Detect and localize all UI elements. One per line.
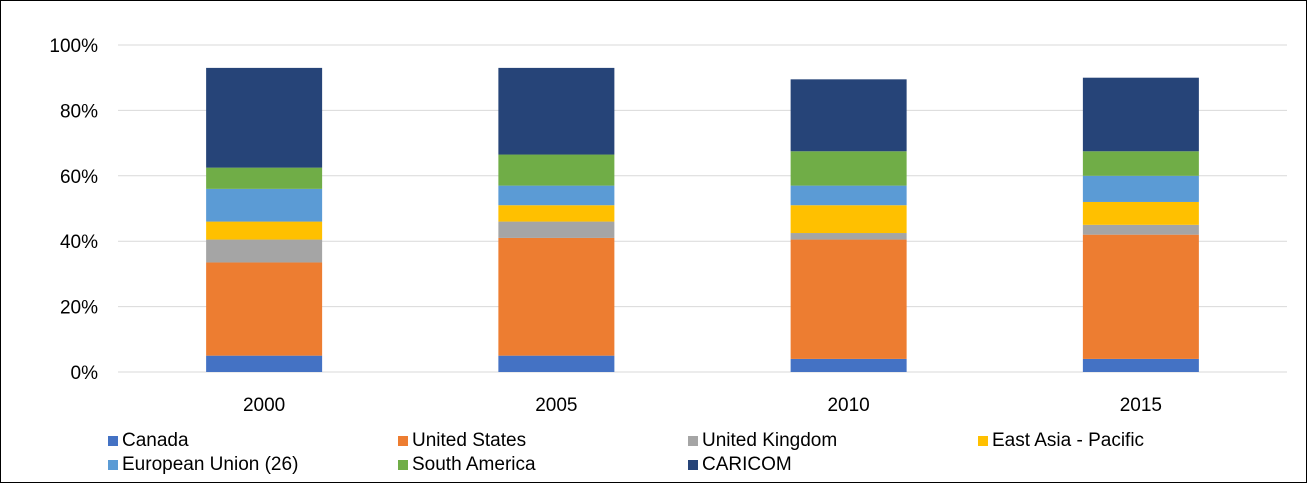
x-tick-label: 2010 [827,395,869,416]
bar-segment-east-asia-pacific-2000 [206,221,323,240]
bar-segment-east-asia-pacific-2005 [498,205,615,222]
legend-swatch [688,460,698,470]
legend-swatch [398,460,408,470]
legend-item: United States [398,430,688,452]
y-tick-label: 80% [60,101,98,122]
x-axis-tick-labels: 2000 2005 2010 2015 [243,395,1162,416]
legend-swatch [108,460,118,470]
bar-segment-united-kingdom-2010 [790,233,907,240]
legend-swatch [108,436,118,446]
bar-segment-canada-2000 [206,355,323,372]
legend-label: United States [412,430,527,451]
y-tick-label: 60% [60,167,98,188]
bar-segment-united-kingdom-2000 [206,239,323,263]
bar-segment-south-america-2000 [206,167,323,189]
legend-item: South America [398,454,688,476]
bar-segment-united-states-2010 [790,239,907,359]
legend-item: Canada [108,430,398,452]
y-tick-label: 20% [60,298,98,319]
bar-segment-canada-2010 [790,358,907,372]
legend-label: East Asia - Pacific [992,430,1145,451]
legend-swatch [398,436,408,446]
bar-segment-united-kingdom-2005 [498,221,615,238]
bar-segment-caricom-2015 [1082,77,1199,152]
bar-segment-united-states-2005 [498,237,615,356]
bar-segment-united-states-2000 [206,262,323,356]
bar-segment-caricom-2005 [498,67,615,155]
bar-segment-south-america-2005 [498,154,615,186]
bar-segment-caricom-2010 [790,79,907,152]
bar-segment-canada-2005 [498,355,615,372]
legend-label: Canada [122,430,189,451]
legend-label: CARICOM [702,454,792,475]
legend-label: European Union (26) [122,454,299,475]
bar-segment-european-union-26-2015 [1082,175,1199,202]
legend-item: United Kingdom [688,430,978,452]
bar-segment-canada-2015 [1082,358,1199,372]
legend-swatch [978,436,988,446]
bar-segment-east-asia-pacific-2015 [1082,201,1199,225]
bar-segment-south-america-2010 [790,151,907,186]
y-tick-label: 100% [49,36,98,57]
bar-segment-east-asia-pacific-2010 [790,205,907,234]
x-tick-label: 2000 [243,395,285,416]
bar-segment-united-states-2015 [1082,234,1199,359]
y-axis-tick-labels: 0% 20% 40% 60% 80% 100% [49,36,98,384]
bar-segment-united-kingdom-2015 [1082,224,1199,235]
legend-label: South America [412,454,536,475]
legend: Canada United States United Kingdom East As… [108,430,1288,476]
y-tick-label: 0% [71,363,99,384]
x-tick-label: 2005 [535,395,577,416]
bar-segment-caricom-2000 [206,67,323,168]
bar-segment-european-union-26-2005 [498,185,615,206]
bars [206,67,1199,372]
bar-segment-south-america-2015 [1082,151,1199,176]
legend-item: East Asia - Pacific [978,430,1278,452]
legend-item: CARICOM [688,454,978,476]
x-tick-label: 2015 [1120,395,1162,416]
bar-segment-european-union-26-2000 [206,188,323,222]
bar-segment-european-union-26-2010 [790,185,907,206]
legend-item: European Union (26) [108,454,398,476]
legend-swatch [688,436,698,446]
legend-label: United Kingdom [702,430,838,451]
y-tick-label: 40% [60,232,98,253]
